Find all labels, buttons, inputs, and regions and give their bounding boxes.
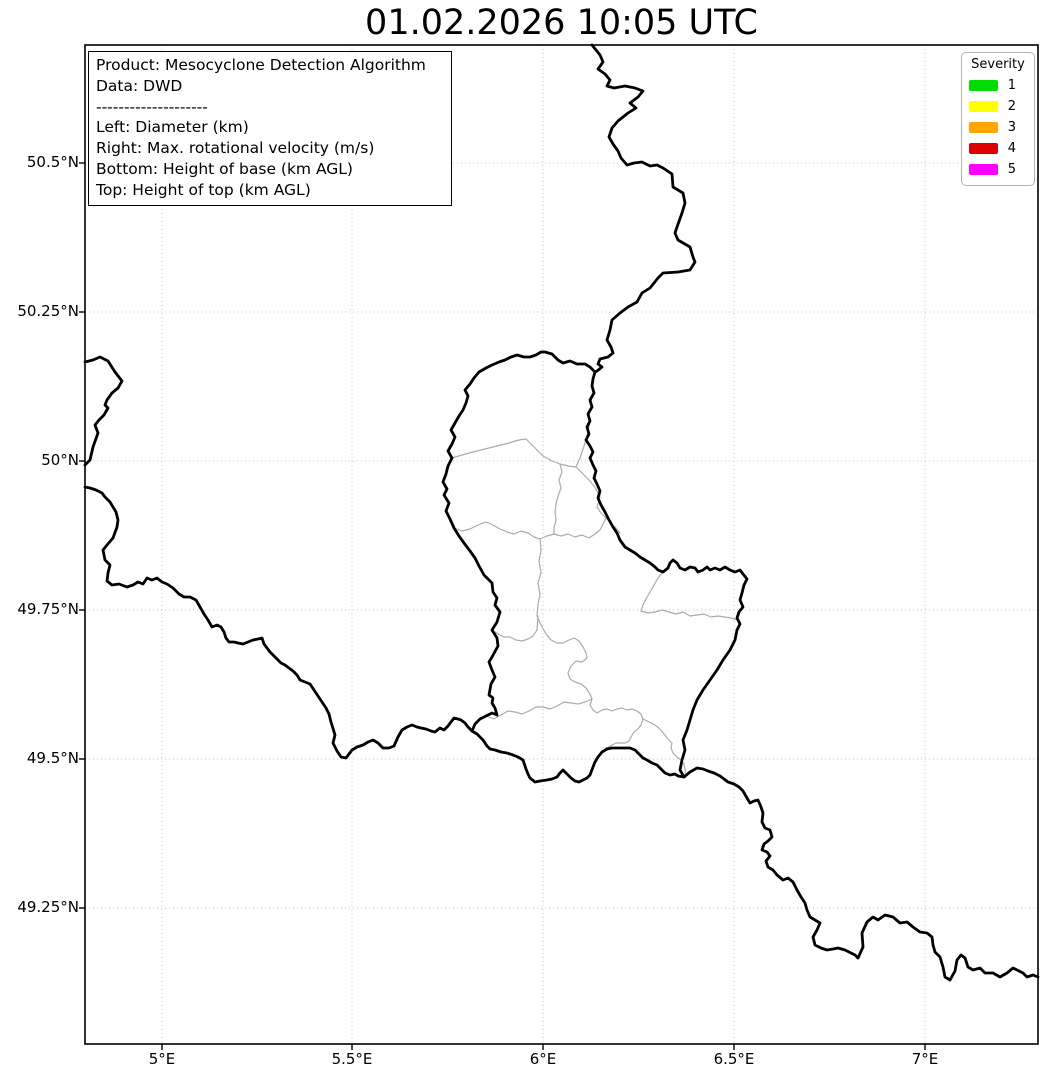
plot-frame: [84, 44, 1039, 1045]
severity-color-swatch: [969, 122, 998, 133]
graticule-gridlines: [85, 45, 1038, 1044]
x-tick-label: 7°E: [911, 1050, 939, 1068]
x-tick-label: 6.5°E: [713, 1050, 755, 1068]
y-tick-label: 49.75°N: [17, 600, 79, 618]
severity-color-swatch: [969, 143, 998, 154]
border-luxembourg: [441, 350, 749, 784]
legend-title: Severity: [971, 57, 1025, 72]
border-france-germany: [682, 766, 1040, 982]
canton-border-mersch-grevenmacher: [640, 571, 664, 612]
legend-rows: 1 2 3 4 5: [962, 75, 1034, 180]
severity-legend: Severity 1 2 3 4 5: [961, 52, 1035, 186]
info-line-left: Left: Diameter (km): [96, 118, 249, 137]
severity-color-swatch: [969, 80, 998, 91]
canton-border-diekirch-mersch: [453, 517, 607, 540]
legend-entry: 3: [962, 117, 1034, 138]
legend-entry: 4: [962, 138, 1034, 159]
legend-entry: 2: [962, 96, 1034, 117]
y-tick-label: 50.5°N: [26, 153, 79, 171]
x-tick-label: 5.5°E: [331, 1050, 373, 1068]
info-line-data-source: Data: DWD: [96, 76, 183, 95]
info-line-bottom: Bottom: Height of base (km AGL): [96, 159, 353, 178]
canton-border-capellen-west: [491, 615, 539, 642]
canton-border-wiltz-vertical: [553, 463, 563, 535]
info-line-separator: --------------------: [96, 97, 208, 116]
legend-entry: 5: [962, 159, 1034, 180]
canton-border-redange-mersch: [536, 538, 644, 720]
border-belgium-germany: [590, 43, 697, 374]
severity-color-swatch: [969, 164, 998, 175]
severity-level-label: 4: [1007, 141, 1016, 156]
severity-level-label: 2: [1007, 99, 1016, 114]
severity-level-label: 3: [1007, 120, 1016, 135]
country-borders: [83, 43, 1040, 982]
plot-title: 01.02.2026 10:05 UTC: [365, 3, 758, 43]
severity-level-label: 5: [1007, 162, 1016, 177]
info-line-product: Product: Mesocyclone Detection Algorithm: [96, 56, 426, 74]
axis-ticks: [79, 162, 926, 1050]
y-tick-label: 50.25°N: [17, 302, 79, 320]
legend-entry: 1: [962, 75, 1034, 96]
x-tick-label: 6°E: [529, 1050, 557, 1068]
y-tick-label: 49.5°N: [26, 749, 79, 767]
y-tick-label: 50°N: [41, 451, 79, 469]
border-france-belgium: [83, 485, 474, 760]
info-line-right: Right: Max. rotational velocity (m/s): [96, 139, 375, 158]
border-givet-salient: [83, 355, 124, 467]
canton-border-clervaux-south: [451, 438, 577, 468]
severity-color-swatch: [969, 101, 998, 112]
canton-border-capellen-esch: [485, 698, 593, 720]
canton-border-esch-remich: [605, 718, 644, 749]
info-line-top: Top: Height of top (km AGL): [96, 180, 311, 199]
y-tick-label: 49.25°N: [17, 898, 79, 916]
canton-border-grevenmacher-remich: [640, 609, 738, 621]
info-box: Product: Mesocyclone Detection Algorithm…: [88, 51, 452, 206]
severity-level-label: 1: [1007, 78, 1016, 93]
x-tick-label: 5°E: [148, 1050, 176, 1068]
